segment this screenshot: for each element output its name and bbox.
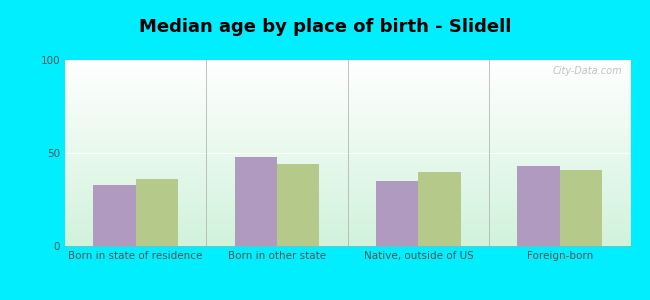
Bar <box>419 172 461 246</box>
Text: City-Data.com: City-Data.com <box>552 66 622 76</box>
Bar <box>376 181 419 246</box>
Bar <box>560 170 602 246</box>
Bar <box>136 179 178 246</box>
Text: Median age by place of birth - Slidell: Median age by place of birth - Slidell <box>139 18 511 36</box>
Bar <box>517 166 560 246</box>
Bar <box>235 157 277 246</box>
Bar <box>277 164 319 246</box>
Bar <box>94 184 136 246</box>
